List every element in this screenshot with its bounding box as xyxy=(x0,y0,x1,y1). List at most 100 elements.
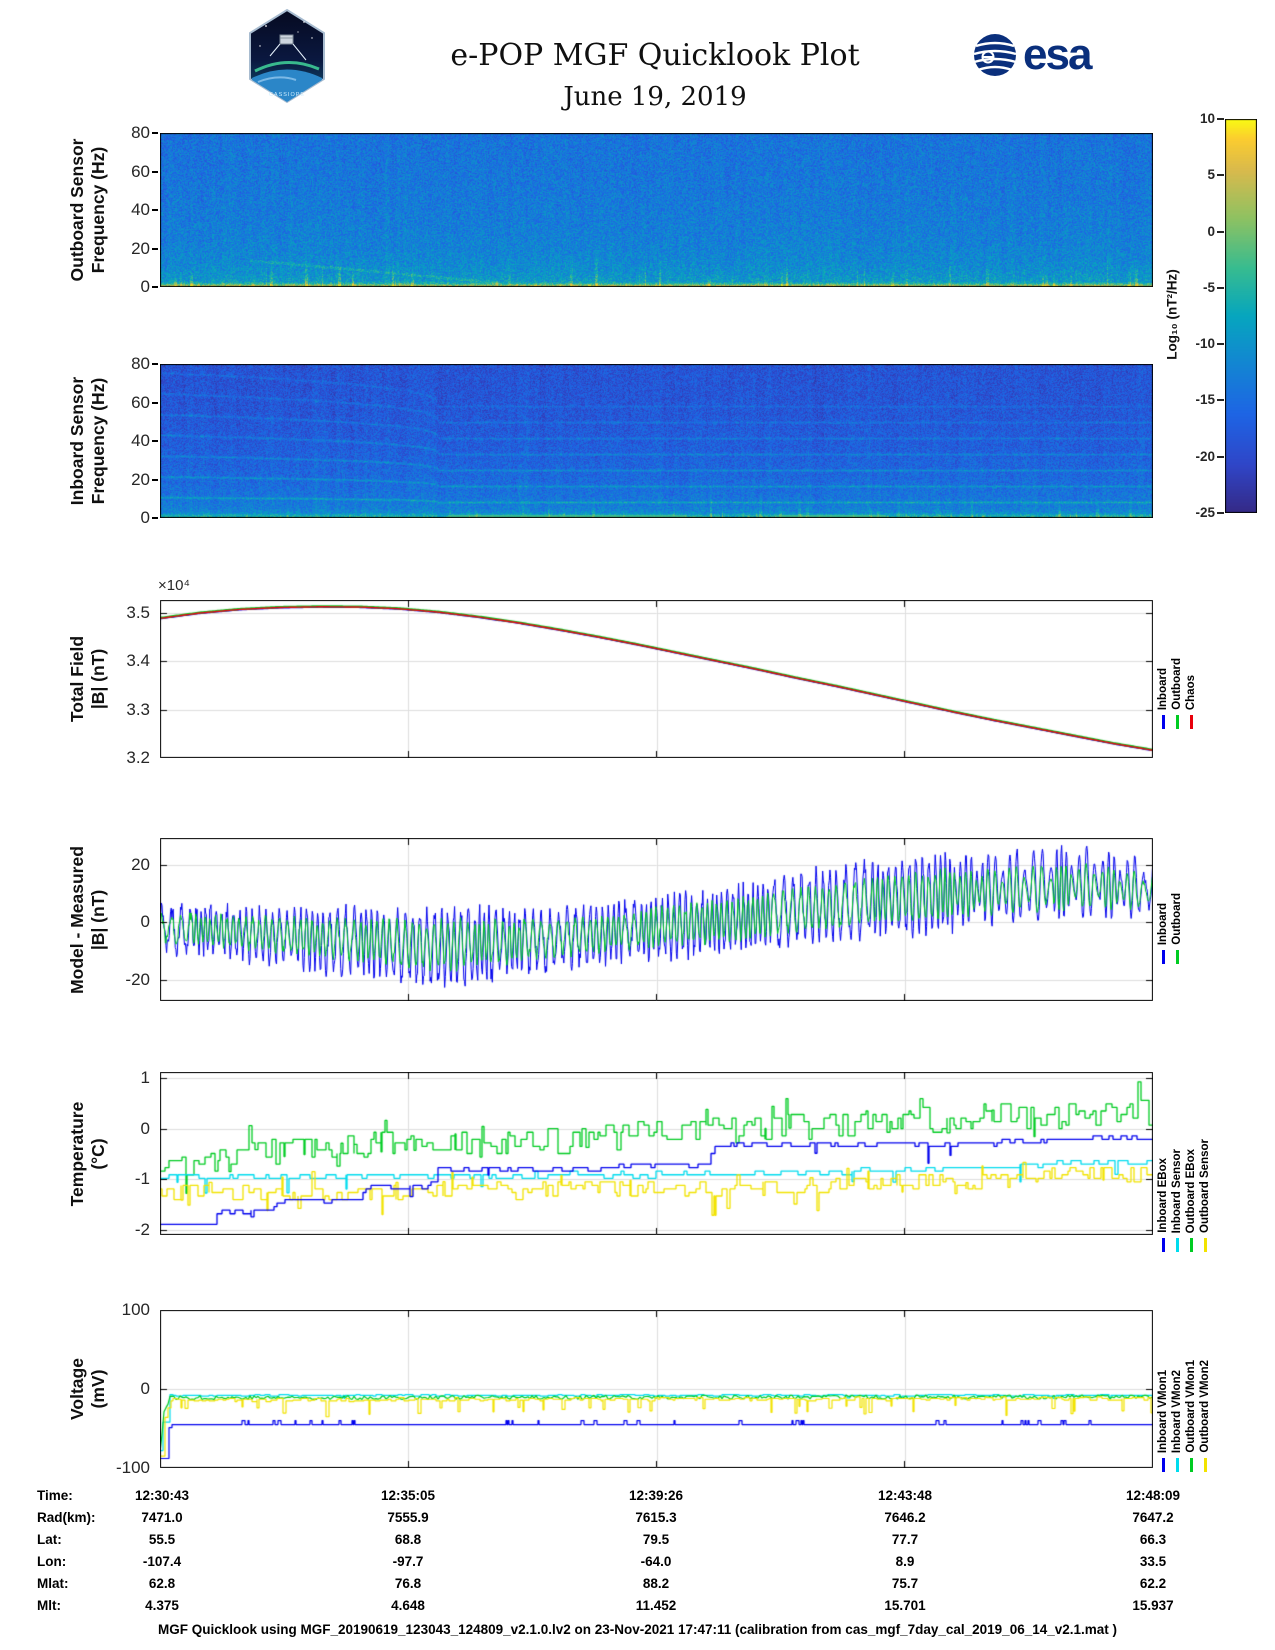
inboard-spectrogram-canvas xyxy=(160,364,1153,518)
legend-total-field: Inboard Outboard Chaos xyxy=(1157,489,1197,729)
legend-line-sample xyxy=(1175,1458,1179,1472)
ephemeris-cell: 7646.2 xyxy=(884,1510,926,1525)
legend-entry: Outboard EBox xyxy=(1185,1149,1197,1252)
y-tick-label: 100 xyxy=(121,1300,150,1319)
ephemeris-cell: 79.5 xyxy=(642,1532,670,1547)
model-minus-measured-canvas xyxy=(160,838,1153,1001)
y-tick-label: 3.2 xyxy=(126,748,150,767)
y-tick-label: -2 xyxy=(134,1219,150,1239)
y-tick-label: -20 xyxy=(125,969,150,989)
legend-entry: Outboard VMon1 xyxy=(1185,1360,1197,1472)
legend-line-sample xyxy=(1175,715,1179,729)
y-tick-label: 3.5 xyxy=(126,603,150,623)
y-tick-label: 60 xyxy=(131,161,150,181)
colorbar-tick-mark xyxy=(1217,343,1224,346)
ephemeris-row-label: Rad(km): xyxy=(37,1510,96,1525)
legend-entry: Outboard xyxy=(1171,658,1183,729)
y-tick-label: 0 xyxy=(140,508,150,527)
voltage-canvas xyxy=(160,1310,1153,1468)
ephemeris-cell: 77.7 xyxy=(891,1532,919,1547)
colorbar-tick-label: -20 xyxy=(1195,448,1215,464)
y-tick-label: 0 xyxy=(140,1379,150,1398)
ephemeris-cell: 12:30:43 xyxy=(134,1488,190,1503)
provenance-footer: MGF Quicklook using MGF_20190619_123043_… xyxy=(157,1622,1118,1637)
ephemeris-cell: 7615.3 xyxy=(635,1510,677,1525)
ephemeris-row-label: Lat: xyxy=(37,1532,62,1547)
ephemeris-cell: -64.0 xyxy=(640,1554,672,1569)
ephemeris-cell: 12:39:26 xyxy=(628,1488,684,1503)
legend-line-sample xyxy=(1161,1238,1165,1252)
legend-line-sample xyxy=(1189,715,1193,729)
y-tick-label: 20 xyxy=(131,855,150,875)
ephemeris-cell: -107.4 xyxy=(142,1554,182,1569)
ephemeris-cell: 62.2 xyxy=(1139,1576,1167,1591)
ephemeris-cell: 62.8 xyxy=(148,1576,176,1591)
ephemeris-cell: 8.9 xyxy=(895,1554,915,1569)
y-tick-mark xyxy=(152,286,158,288)
legend-line-sample xyxy=(1175,950,1179,964)
colorbar-tick-mark xyxy=(1217,230,1224,233)
outboard-spectrogram-canvas xyxy=(160,133,1153,287)
colorbar-tick-label: -10 xyxy=(1195,336,1215,352)
ephemeris-row-label: Lon: xyxy=(37,1554,67,1569)
y-tick-label: -100 xyxy=(115,1458,150,1477)
legend-entry: Inboard VMon2 xyxy=(1171,1370,1183,1472)
colorbar-tick-label: -5 xyxy=(1202,279,1215,295)
y-tick-label: 20 xyxy=(131,469,150,489)
y-tick-mark xyxy=(152,478,158,481)
y-tick-label: 0 xyxy=(140,912,150,932)
y-tick-mark xyxy=(152,170,158,173)
legend-entry: Inboard xyxy=(1157,668,1169,729)
ephemeris-cell: -97.7 xyxy=(392,1554,424,1569)
ephemeris-row-label: Time: xyxy=(37,1488,73,1503)
colorbar-tick-mark xyxy=(1217,455,1224,458)
y-tick-mark xyxy=(152,132,158,134)
colorbar-canvas xyxy=(1225,119,1257,513)
patch-satellite xyxy=(269,34,307,61)
legend-entry: Inboard VMon1 xyxy=(1157,1370,1169,1472)
ephemeris-cell: 7555.9 xyxy=(387,1510,429,1525)
legend-line-sample xyxy=(1189,1238,1193,1252)
legend-model-minus-measured: Inboard Outboard xyxy=(1157,724,1183,964)
legend-line-sample xyxy=(1161,950,1165,964)
y-tick-label: 80 xyxy=(131,354,150,373)
colorbar-tick-label: 5 xyxy=(1207,167,1215,183)
legend-line-sample xyxy=(1203,1238,1207,1252)
y-tick-mark xyxy=(152,440,158,442)
y-tick-mark xyxy=(152,209,158,211)
ephemeris-cell: 12:43:48 xyxy=(877,1488,933,1503)
ephemeris-cell: 4.375 xyxy=(145,1598,179,1613)
esa-logo-text: esa xyxy=(1023,30,1092,79)
ephemeris-cell: 15.701 xyxy=(884,1598,926,1613)
legend-entry: Outboard VMon2 xyxy=(1199,1360,1211,1472)
legend-line-sample xyxy=(1161,1458,1165,1472)
ephemeris-row-label: Mlat: xyxy=(37,1576,69,1591)
cassiope-mission-patch: CASSIOPE xyxy=(249,8,325,104)
legend-line-sample xyxy=(1175,1238,1179,1252)
colorbar-tick-mark xyxy=(1217,512,1224,514)
legend-line-sample xyxy=(1161,715,1165,729)
ephemeris-cell: 7471.0 xyxy=(141,1510,183,1525)
ephemeris-row-label: Mlt: xyxy=(37,1598,61,1613)
y-tick-label: 3.4 xyxy=(126,651,150,671)
ephemeris-cell: 7647.2 xyxy=(1132,1510,1174,1525)
ephemeris-cell: 55.5 xyxy=(148,1532,176,1547)
ephemeris-cell: 12:48:09 xyxy=(1125,1488,1181,1503)
y-tick-mark xyxy=(152,517,158,519)
y-tick-label: 40 xyxy=(131,200,150,219)
esa-logo: esa xyxy=(972,30,1092,80)
legend-temperature: Inboard EBox Inboard Sensor Outboard EBox O… xyxy=(1157,1012,1211,1252)
legend-entry: Inboard xyxy=(1157,903,1169,964)
y-tick-label: -1 xyxy=(134,1169,150,1189)
ephemeris-cell: 33.5 xyxy=(1139,1554,1167,1569)
ephemeris-cell: 68.8 xyxy=(394,1532,422,1547)
colorbar-tick-label: -15 xyxy=(1195,392,1215,408)
ephemeris-cell: 75.7 xyxy=(891,1576,919,1591)
legend-line-sample xyxy=(1203,1458,1207,1472)
colorbar-tick-label: 0 xyxy=(1207,223,1215,239)
patch-aurora xyxy=(254,60,320,73)
colorbar-tick-mark xyxy=(1217,286,1224,289)
